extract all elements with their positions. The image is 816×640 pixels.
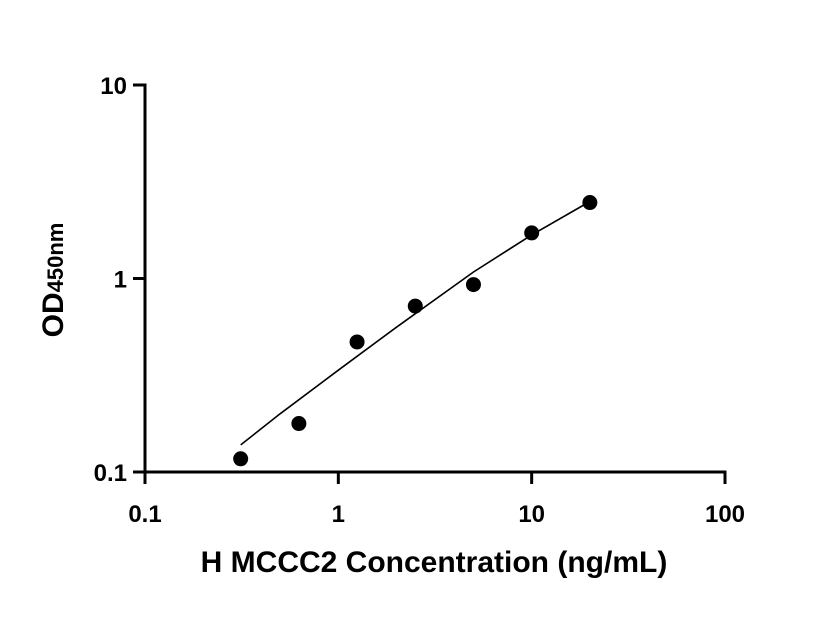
y-axis-title-main: OD	[37, 292, 70, 337]
data-point	[407, 298, 423, 314]
data-point	[291, 416, 307, 432]
y-tick-label: 0.1	[94, 460, 127, 487]
axes	[133, 83, 727, 484]
data-points	[233, 195, 598, 467]
y-tick-label: 1	[114, 267, 127, 294]
y-axis-title-subscript: 450nm	[43, 223, 68, 293]
data-point	[582, 195, 598, 211]
x-tick-label: 100	[705, 501, 745, 528]
data-point	[349, 334, 365, 350]
data-point	[465, 277, 481, 293]
tick-labels: 0.1 1 10 100 0.1 1 10	[94, 73, 745, 528]
x-axis-title: H MCCC2 Concentration (ng/mL)	[201, 546, 668, 579]
y-axis-title: OD450nm	[37, 223, 70, 338]
data-point	[233, 451, 249, 467]
x-tick-label: 1	[332, 501, 345, 528]
fit-curve-group	[240, 200, 591, 446]
x-tick-label: 0.1	[128, 501, 161, 528]
y-tick-label: 10	[100, 73, 127, 100]
fit-curve	[240, 200, 591, 446]
x-tick-label: 10	[518, 501, 545, 528]
data-point	[524, 225, 540, 241]
